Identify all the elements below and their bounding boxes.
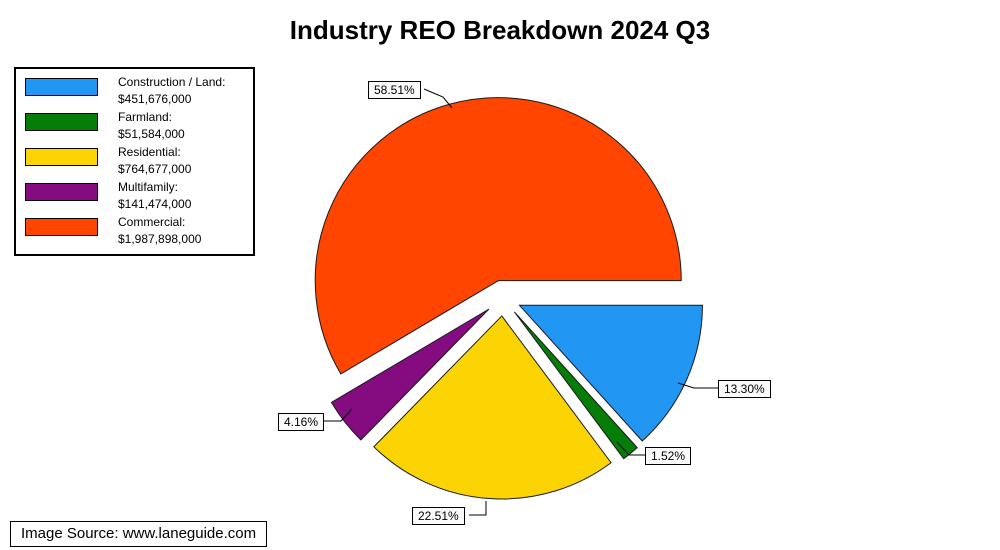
- chart-title: Industry REO Breakdown 2024 Q3: [289, 15, 711, 45]
- legend-swatch-residential: [25, 148, 98, 166]
- leader-line-residential: [469, 501, 487, 516]
- legend-value: $141,474,000: [118, 197, 192, 211]
- legend-value: $451,676,000: [118, 92, 192, 106]
- legend-swatch-farmland: [25, 113, 98, 131]
- legend-label: Commercial:: [118, 215, 186, 229]
- leader-line-construction-land: [677, 382, 718, 389]
- legend-value: $51,584,000: [118, 127, 185, 141]
- pie-slice-residential: [373, 315, 612, 500]
- legend-label: Residential:: [118, 145, 181, 159]
- pie-slice-multifamily: [330, 308, 490, 441]
- image-source: Image Source: www.laneguide.com: [10, 521, 268, 547]
- legend-value: $764,677,000: [118, 162, 192, 176]
- leader-lines: [324, 88, 718, 516]
- legend-swatch-multifamily: [25, 183, 98, 201]
- pct-label-farmland: 1.52%: [645, 447, 692, 465]
- legend-label: Multifamily:: [118, 180, 179, 194]
- pie-slice-commercial: [314, 97, 682, 375]
- pct-label-construction-land: 13.30%: [718, 380, 771, 398]
- legend-item-farmland: Farmland: $51,584,000: [25, 109, 249, 144]
- legend-swatch-construction-land: [25, 78, 98, 96]
- pie-slice-construction-land: [518, 304, 703, 442]
- legend: Construction / Land: $451,676,000 Farmla…: [14, 67, 255, 256]
- leader-line-commercial: [423, 88, 453, 109]
- legend-item-commercial: Commercial: $1,987,898,000: [25, 214, 249, 249]
- pie-slice-farmland: [514, 311, 638, 460]
- legend-item-multifamily: Multifamily: $141,474,000: [25, 179, 249, 214]
- leader-line-multifamily: [324, 408, 353, 422]
- legend-label: Farmland:: [118, 110, 173, 124]
- legend-label: Construction / Land:: [118, 75, 226, 89]
- legend-item-residential: Residential: $764,677,000: [25, 144, 249, 179]
- legend-value: $1,987,898,000: [118, 232, 202, 246]
- pct-label-multifamily: 4.16%: [278, 413, 325, 431]
- legend-item-construction-land: Construction / Land: $451,676,000: [25, 74, 249, 109]
- legend-swatch-commercial: [25, 218, 98, 236]
- pct-label-commercial: 58.51%: [368, 81, 421, 99]
- leader-line-farmland: [616, 441, 645, 456]
- pct-label-residential: 22.51%: [412, 507, 465, 525]
- pie-slices: [314, 97, 703, 500]
